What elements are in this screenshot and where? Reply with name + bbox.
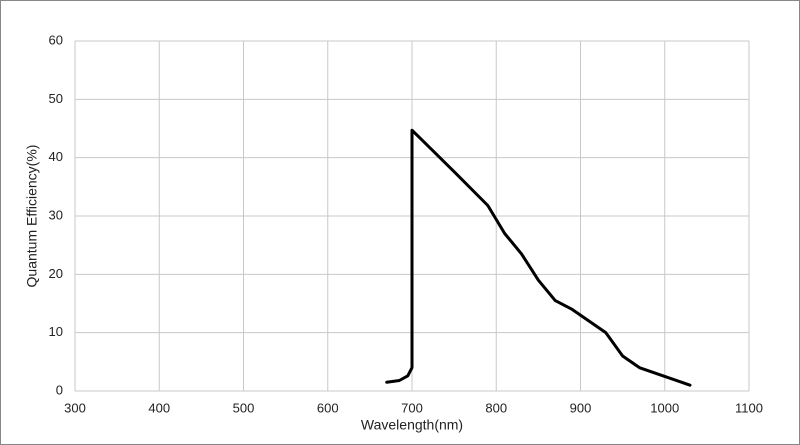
y-tick-label: 20 — [49, 266, 63, 281]
x-tick-label: 700 — [401, 400, 423, 415]
x-tick-label: 900 — [570, 400, 592, 415]
data-line — [385, 128, 692, 387]
x-tick-label: 300 — [64, 400, 86, 415]
x-tick-label: 500 — [233, 400, 255, 415]
y-tick-label: 60 — [49, 32, 63, 47]
y-tick-label: 40 — [49, 149, 63, 164]
x-tick-label: 1000 — [650, 400, 679, 415]
x-tick-label: 400 — [148, 400, 170, 415]
y-tick-label: 0 — [56, 382, 63, 397]
y-axis-title: Quantum Efficiency(%) — [24, 145, 40, 288]
x-tick-label: 1100 — [735, 400, 763, 415]
x-axis-title: Wavelength(nm) — [361, 417, 463, 433]
y-tick-label: 10 — [49, 324, 63, 339]
y-tick-label: 30 — [49, 207, 63, 222]
x-tick-label: 600 — [317, 400, 339, 415]
x-tick-label: 800 — [485, 400, 507, 415]
y-tick-label: 50 — [49, 91, 63, 106]
